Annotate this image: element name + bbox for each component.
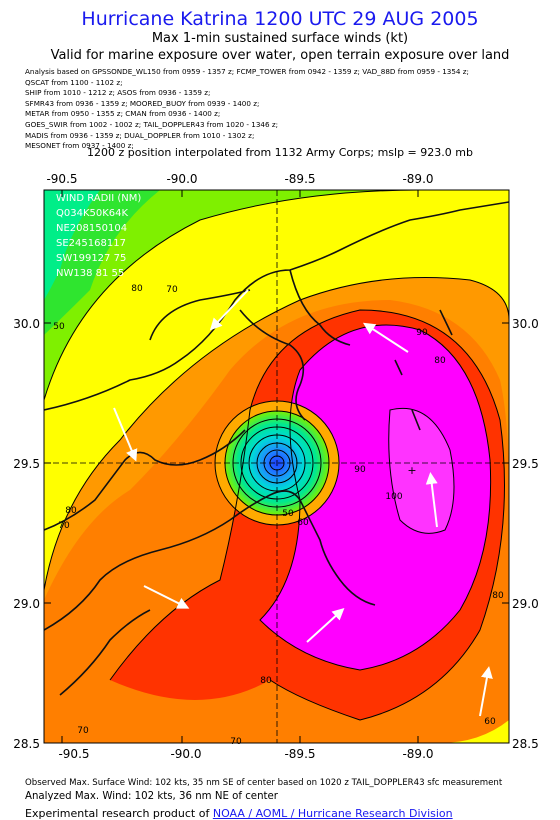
analysis-line: Analysis based on GPSSONDE_WL150 from 09… [25,67,469,76]
coastline-segment [59,609,151,696]
coastline-segment [289,269,351,346]
map-frame [43,189,510,744]
wind-radii-line: NE208150104 [56,223,127,234]
valid-line: Valid for marine exposure over water, op… [50,48,510,63]
contour-label: 50 [53,322,65,332]
lon-tick-label: -90.5 [46,172,77,186]
coastline [44,201,509,696]
wind-radii-title: WIND RADII (NM) [56,193,141,204]
wind-arrow [306,607,345,643]
wind-radii-line: SE245168117 [56,238,126,249]
coastline-segment [44,490,301,631]
analysis-line: METAR from 0950 - 1355 z; CMAN from 0936… [25,109,221,119]
lon-tick-label: -89.0 [402,172,433,186]
contour-line [259,324,492,671]
lon-tick-labels-bottom: -90.5 -90.0 -89.5 -89.0 [58,747,433,761]
analysis-sources: Analysis based on GPSSONDE_WL150 from 09… [25,67,555,152]
analysis-line: SFMR43 from 0936 - 1359 z; MOORED_BUOY f… [25,98,260,108]
wind-radii-line: Q034K50K64K [56,208,129,219]
lat-tick-labels-left: 30.0 29.5 29.0 28.5 [13,317,40,751]
wind-radii-box: WIND RADII (NM) Q034K50K64K NE208150104 … [56,193,141,279]
wind-arrow [113,407,138,462]
wind-map: -90.5 -90.0 -89.5 -89.0 [13,172,539,761]
wind-arrow [209,289,249,331]
wind-arrows [113,289,493,717]
lon-tick-label: -90.0 [170,747,201,761]
contour-line [44,277,509,591]
lat-tick-labels-right: 30.0 29.5 29.0 28.5 [512,317,539,751]
coastline-segment [149,289,251,341]
map-subtitle: Max 1-min sustained surface winds (kt) [151,31,409,46]
wind-band-magenta [260,325,491,670]
lon-tick-labels-top: -90.5 -90.0 -89.5 -89.0 [46,172,433,186]
contour-label: 60 [297,518,309,528]
contour-labels: 80 70 50 90 100 60 50 90 80 70 60 70 80 … [53,284,504,747]
lat-tick-label: 29.5 [13,457,40,471]
position-line: 1200 z position interpolated from 1132 A… [87,146,473,159]
lon-tick-label: -89.0 [402,747,433,761]
wind-radii-line: SW199127 75 [56,253,126,264]
contour-label: 80 [260,676,272,686]
contour-line [44,190,421,401]
lon-tick-label: -89.5 [284,747,315,761]
center-crosshair [44,190,509,743]
contour-label: 70 [166,285,178,295]
lat-tick-label: 29.0 [13,597,40,611]
lat-tick-label: 30.0 [512,317,539,331]
coastline-segment [299,499,376,606]
wind-arrow [425,472,438,528]
lat-tick-label: 29.0 [512,597,539,611]
wind-arrow [362,322,409,353]
axis-ticks [44,190,509,744]
analysis-line: SHIP from 1010 - 1212 z; ASOS from 0936 … [25,88,211,98]
coastline-segment [239,309,306,421]
contour-label: 80 [492,591,504,601]
contour-label: 90 [416,328,428,338]
contour-label: 80 [131,284,143,294]
contour-label: 80 [434,356,446,366]
contour-label: 50 [282,509,294,519]
lon-tick-label: -90.5 [58,747,89,761]
lon-tick-label: -90.0 [166,172,197,186]
lat-tick-label: 28.5 [512,737,539,751]
contour-label: 100 [385,492,402,502]
lat-tick-label: 28.5 [13,737,40,751]
coastline-segment [394,309,453,431]
contour-label: 70 [77,726,89,736]
wind-radii-line: NW138 81 55 [56,268,124,279]
coastline-segment [44,201,509,411]
analyzed-max-wind: Analyzed Max. Wind: 102 kts, 36 nm NE of… [25,791,278,802]
max-wind-marker: + [407,464,416,477]
map-title: Hurricane Katrina 1200 UTC 29 AUG 2005 [81,8,479,30]
contour-line [388,407,455,534]
contour-label: 70 [58,521,70,531]
analysis-line: QSCAT from 1100 - 1102 z; [25,77,123,87]
contour-label: 90 [354,465,366,475]
analysis-line: MADIS from 0936 - 1359 z; DUAL_DOPPLER f… [25,130,255,140]
analysis-line: GOES_SWIR from 1002 - 1002 z; TAIL_DOPPL… [25,119,279,129]
wind-arrow [479,666,493,717]
lat-tick-label: 30.0 [13,317,40,331]
coastline-segment [44,429,246,531]
contour-label: 80 [65,506,77,516]
credit-prefix: Experimental research product of [25,807,213,820]
observed-max-wind: Observed Max. Surface Wind: 102 kts, 35 … [25,778,503,788]
hrd-link[interactable]: NOAA / AOML / Hurricane Research Divisio… [212,807,453,820]
contour-line [109,309,505,721]
wind-band-core [388,408,454,534]
analysis-line: MESONET from 0937 - 1400 z; [25,141,134,151]
lon-tick-label: -89.5 [284,172,315,186]
contour-label: 70 [230,737,242,747]
wind-band-teal [44,190,100,300]
credit-line: Experimental research product of NOAA / … [25,807,453,820]
wind-arrow [143,585,190,609]
lat-tick-label: 29.5 [512,457,539,471]
contour-label: 60 [484,717,496,727]
